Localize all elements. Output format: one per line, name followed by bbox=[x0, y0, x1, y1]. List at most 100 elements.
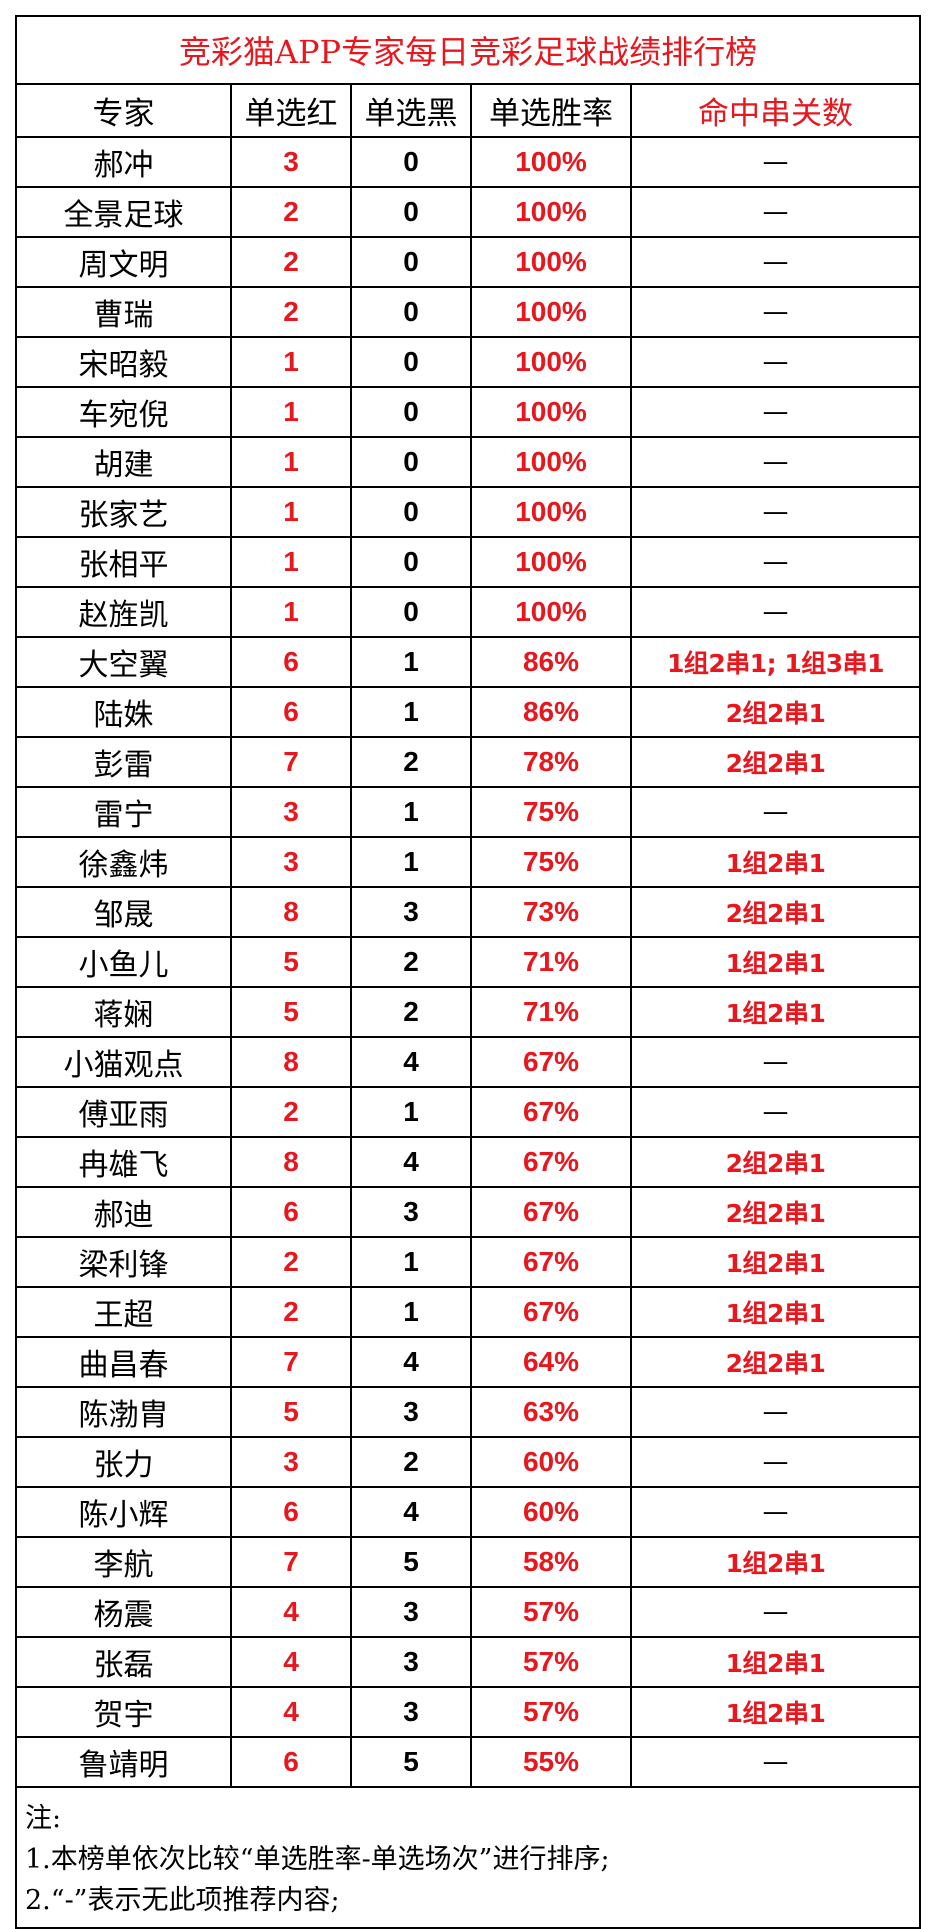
combo-hits-cell: — bbox=[630, 536, 919, 588]
win-rate-cell: 75% bbox=[470, 836, 632, 888]
red-count-cell: 1 bbox=[230, 586, 352, 638]
win-rate-cell: 67% bbox=[470, 1136, 632, 1188]
table-row: 大空翼 6 1 86% 1组2串1; 1组3串1 bbox=[17, 636, 919, 688]
table-row: 小鱼儿 5 2 71% 1组2串1 bbox=[17, 936, 919, 988]
combo-hits-cell: — bbox=[630, 1386, 919, 1438]
table-row: 张力 3 2 60% — bbox=[17, 1436, 919, 1488]
win-rate-cell: 63% bbox=[470, 1386, 632, 1438]
header-red: 单选红 bbox=[230, 85, 352, 138]
black-count-cell: 2 bbox=[350, 986, 472, 1038]
win-rate-cell: 60% bbox=[470, 1436, 632, 1488]
black-count-cell: 2 bbox=[350, 936, 472, 988]
win-rate-cell: 57% bbox=[470, 1686, 632, 1738]
red-count-cell: 5 bbox=[230, 936, 352, 988]
combo-hits-cell: 2组2串1 bbox=[630, 886, 919, 938]
black-count-cell: 3 bbox=[350, 1586, 472, 1638]
win-rate-cell: 100% bbox=[470, 336, 632, 388]
table-row: 陈渤胄 5 3 63% — bbox=[17, 1386, 919, 1438]
black-count-cell: 5 bbox=[350, 1736, 472, 1788]
black-count-cell: 0 bbox=[350, 536, 472, 588]
win-rate-cell: 57% bbox=[470, 1636, 632, 1688]
table-row: 胡建 1 0 100% — bbox=[17, 436, 919, 488]
combo-hits-cell: 1组2串1 bbox=[630, 986, 919, 1038]
ranking-sheet: 竞彩猫APP专家每日竞彩足球战绩排行榜 专家 单选红 单选黑 单选胜率 命中串关… bbox=[15, 15, 921, 1929]
black-count-cell: 4 bbox=[350, 1336, 472, 1388]
table-row: 邹晟 8 3 73% 2组2串1 bbox=[17, 886, 919, 938]
expert-name-cell: 车宛倪 bbox=[17, 386, 232, 438]
black-count-cell: 1 bbox=[350, 636, 472, 688]
combo-hits-cell: 2组2串1 bbox=[630, 1136, 919, 1188]
black-count-cell: 1 bbox=[350, 1086, 472, 1138]
expert-name-cell: 郝迪 bbox=[17, 1186, 232, 1238]
table-row: 彭雷 7 2 78% 2组2串1 bbox=[17, 736, 919, 788]
table-row: 郝迪 6 3 67% 2组2串1 bbox=[17, 1186, 919, 1238]
table-row: 杨震 4 3 57% — bbox=[17, 1586, 919, 1638]
win-rate-cell: 57% bbox=[470, 1586, 632, 1638]
table-row: 梁利锋 2 1 67% 1组2串1 bbox=[17, 1236, 919, 1288]
combo-hits-cell: 2组2串1 bbox=[630, 1336, 919, 1388]
table-row: 鲁靖明 6 5 55% — bbox=[17, 1736, 919, 1788]
combo-hits-cell: 1组2串1 bbox=[630, 1236, 919, 1288]
table-row: 张家艺 1 0 100% — bbox=[17, 486, 919, 538]
black-count-cell: 5 bbox=[350, 1536, 472, 1588]
combo-hits-cell: 1组2串1 bbox=[630, 1286, 919, 1338]
expert-name-cell: 李航 bbox=[17, 1536, 232, 1588]
win-rate-cell: 100% bbox=[470, 436, 632, 488]
expert-name-cell: 周文明 bbox=[17, 236, 232, 288]
red-count-cell: 1 bbox=[230, 386, 352, 438]
red-count-cell: 3 bbox=[230, 836, 352, 888]
red-count-cell: 2 bbox=[230, 1236, 352, 1288]
black-count-cell: 1 bbox=[350, 1286, 472, 1338]
expert-name-cell: 陆姝 bbox=[17, 686, 232, 738]
red-count-cell: 2 bbox=[230, 236, 352, 288]
red-count-cell: 4 bbox=[230, 1686, 352, 1738]
table-row: 王超 2 1 67% 1组2串1 bbox=[17, 1286, 919, 1338]
table-row: 张相平 1 0 100% — bbox=[17, 536, 919, 588]
win-rate-cell: 67% bbox=[470, 1036, 632, 1088]
combo-hits-cell: 1组2串1 bbox=[630, 836, 919, 888]
combo-hits-cell: — bbox=[630, 486, 919, 538]
expert-name-cell: 曲昌春 bbox=[17, 1336, 232, 1388]
black-count-cell: 1 bbox=[350, 1236, 472, 1288]
expert-name-cell: 徐鑫炜 bbox=[17, 836, 232, 888]
combo-hits-cell: — bbox=[630, 236, 919, 288]
expert-name-cell: 彭雷 bbox=[17, 736, 232, 788]
black-count-cell: 0 bbox=[350, 136, 472, 188]
win-rate-cell: 100% bbox=[470, 286, 632, 338]
header-row: 专家 单选红 单选黑 单选胜率 命中串关数 bbox=[17, 85, 919, 138]
win-rate-cell: 67% bbox=[470, 1186, 632, 1238]
win-rate-cell: 58% bbox=[470, 1536, 632, 1588]
table-row: 李航 7 5 58% 1组2串1 bbox=[17, 1536, 919, 1588]
black-count-cell: 4 bbox=[350, 1136, 472, 1188]
red-count-cell: 2 bbox=[230, 186, 352, 238]
combo-hits-cell: 1组2串1; 1组3串1 bbox=[630, 636, 919, 688]
win-rate-cell: 71% bbox=[470, 936, 632, 988]
black-count-cell: 3 bbox=[350, 886, 472, 938]
red-count-cell: 1 bbox=[230, 486, 352, 538]
table-row: 傅亚雨 2 1 67% — bbox=[17, 1086, 919, 1138]
red-count-cell: 6 bbox=[230, 686, 352, 738]
win-rate-cell: 100% bbox=[470, 586, 632, 638]
table-row: 冉雄飞 8 4 67% 2组2串1 bbox=[17, 1136, 919, 1188]
expert-name-cell: 鲁靖明 bbox=[17, 1736, 232, 1788]
red-count-cell: 4 bbox=[230, 1636, 352, 1688]
table-row: 赵旌凯 1 0 100% — bbox=[17, 586, 919, 638]
table-row: 贺宇 4 3 57% 1组2串1 bbox=[17, 1686, 919, 1738]
expert-name-cell: 宋昭毅 bbox=[17, 336, 232, 388]
win-rate-cell: 75% bbox=[470, 786, 632, 838]
notes-label: 注: bbox=[25, 1803, 62, 1834]
expert-name-cell: 张力 bbox=[17, 1436, 232, 1488]
black-count-cell: 0 bbox=[350, 486, 472, 538]
red-count-cell: 7 bbox=[230, 1536, 352, 1588]
combo-hits-cell: 2组2串1 bbox=[630, 1186, 919, 1238]
win-rate-cell: 100% bbox=[470, 186, 632, 238]
expert-name-cell: 陈渤胄 bbox=[17, 1386, 232, 1438]
red-count-cell: 6 bbox=[230, 636, 352, 688]
win-rate-cell: 71% bbox=[470, 986, 632, 1038]
combo-hits-cell: — bbox=[630, 186, 919, 238]
combo-hits-cell: — bbox=[630, 1736, 919, 1788]
red-count-cell: 6 bbox=[230, 1486, 352, 1538]
header-combo: 命中串关数 bbox=[630, 85, 919, 138]
combo-hits-cell: — bbox=[630, 436, 919, 488]
red-count-cell: 2 bbox=[230, 1286, 352, 1338]
